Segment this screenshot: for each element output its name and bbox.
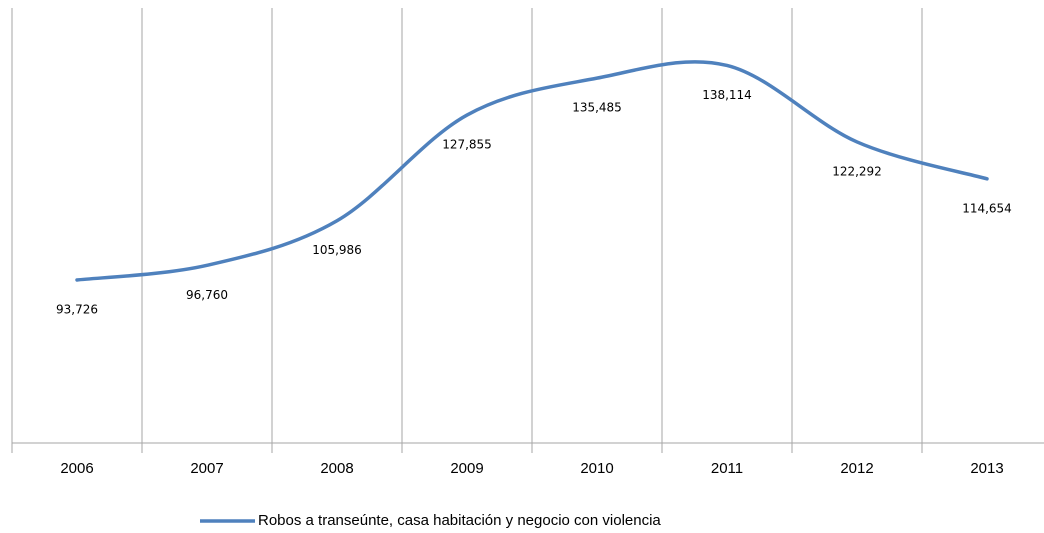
data-label: 105,986: [312, 243, 362, 257]
x-tick-label: 2006: [60, 460, 93, 477]
x-tick-label: 2013: [970, 460, 1003, 477]
x-tick-label: 2010: [580, 460, 613, 477]
data-label: 93,726: [56, 302, 98, 316]
x-tick-label: 2011: [711, 460, 743, 477]
data-label: 114,654: [962, 201, 1012, 215]
data-line: [75, 60, 989, 282]
data-label: 127,855: [442, 138, 492, 152]
data-label: 135,485: [572, 101, 622, 115]
data-label: 122,292: [832, 164, 882, 178]
legend-label: Robos a transeúnte, casa habitación y ne…: [258, 512, 661, 529]
x-tick-label: 2007: [190, 460, 223, 477]
data-label: 96,760: [186, 288, 228, 302]
x-tick-label: 2009: [450, 460, 483, 477]
x-tick-label: 2012: [840, 460, 873, 477]
data-label: 138,114: [702, 88, 752, 102]
x-tick-label: 2008: [320, 460, 353, 477]
